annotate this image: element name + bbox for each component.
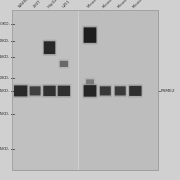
Text: 25KD-: 25KD- — [0, 112, 10, 116]
Bar — [78, 10, 79, 170]
FancyBboxPatch shape — [84, 27, 96, 43]
Text: Mouse liver: Mouse liver — [87, 0, 105, 9]
FancyBboxPatch shape — [82, 84, 98, 98]
FancyBboxPatch shape — [59, 59, 69, 69]
Text: HepG2: HepG2 — [47, 0, 59, 9]
FancyBboxPatch shape — [42, 84, 57, 98]
FancyBboxPatch shape — [86, 79, 94, 84]
Text: 40KD-: 40KD- — [0, 76, 10, 80]
FancyBboxPatch shape — [14, 86, 27, 96]
FancyBboxPatch shape — [129, 86, 141, 96]
Bar — [12, 10, 158, 170]
Text: 70KD-: 70KD- — [0, 39, 10, 42]
Text: 100KD-: 100KD- — [0, 22, 10, 26]
FancyBboxPatch shape — [84, 85, 96, 97]
FancyBboxPatch shape — [13, 84, 28, 98]
FancyBboxPatch shape — [85, 78, 95, 86]
FancyBboxPatch shape — [82, 26, 98, 44]
Text: U251: U251 — [61, 0, 71, 9]
FancyBboxPatch shape — [44, 41, 55, 54]
FancyBboxPatch shape — [57, 84, 71, 98]
FancyBboxPatch shape — [58, 86, 70, 96]
FancyBboxPatch shape — [115, 86, 126, 95]
Text: 15KD-: 15KD- — [0, 147, 10, 150]
FancyBboxPatch shape — [43, 40, 56, 56]
Text: Mouse kidney: Mouse kidney — [132, 0, 154, 9]
FancyBboxPatch shape — [60, 61, 68, 67]
Text: Mouse thymus: Mouse thymus — [102, 0, 125, 9]
FancyBboxPatch shape — [100, 86, 111, 95]
FancyBboxPatch shape — [114, 85, 127, 97]
Bar — [79, 10, 158, 170]
Bar — [12, 10, 158, 170]
FancyBboxPatch shape — [30, 86, 41, 95]
Text: 55KD-: 55KD- — [0, 55, 10, 59]
FancyBboxPatch shape — [28, 85, 42, 97]
Bar — [12, 10, 78, 170]
Text: SW480: SW480 — [18, 0, 30, 9]
Text: 293T: 293T — [32, 0, 42, 9]
Text: 35KD-: 35KD- — [0, 89, 10, 93]
FancyBboxPatch shape — [99, 85, 112, 97]
Text: Mouse lung: Mouse lung — [117, 0, 136, 9]
Text: PSME2: PSME2 — [160, 89, 175, 93]
FancyBboxPatch shape — [43, 86, 56, 96]
FancyBboxPatch shape — [128, 84, 143, 98]
